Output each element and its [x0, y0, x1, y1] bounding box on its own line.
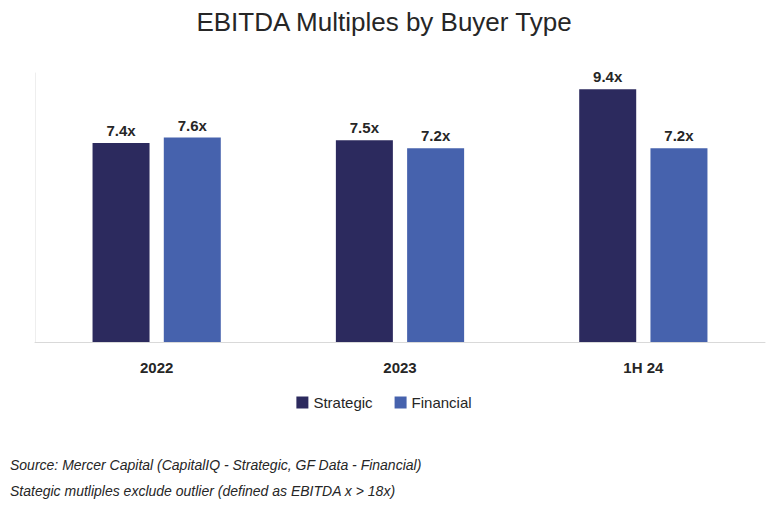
svg-text:7.6x: 7.6x [178, 117, 208, 134]
svg-text:Strategic: Strategic [313, 394, 373, 411]
svg-text:Source: Mercer Capital (Capita: Source: Mercer Capital (CapitalIQ - Stra… [10, 457, 421, 473]
svg-text:Stategic mutliples exclude out: Stategic mutliples exclude outlier (defi… [10, 483, 395, 499]
svg-text:Financial: Financial [412, 394, 472, 411]
svg-text:7.2x: 7.2x [421, 127, 451, 144]
svg-text:2022: 2022 [140, 359, 173, 376]
svg-text:7.2x: 7.2x [664, 127, 694, 144]
svg-text:2023: 2023 [383, 359, 416, 376]
svg-text:7.5x: 7.5x [350, 119, 380, 136]
svg-text:7.4x: 7.4x [106, 122, 136, 139]
svg-text:EBITDA Multiples by Buyer Type: EBITDA Multiples by Buyer Type [196, 7, 571, 37]
svg-text:9.4x: 9.4x [593, 68, 623, 85]
svg-text:1H 24: 1H 24 [623, 359, 664, 376]
